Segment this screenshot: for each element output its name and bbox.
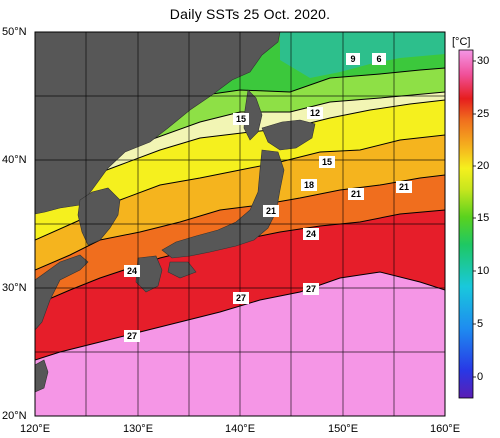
contour-label-18: 18: [301, 179, 317, 191]
contour-labels: 9 6 12 15 15 18 21 21 21 24 24 27 27 27: [124, 53, 412, 342]
lon-label-160e: 160°E: [429, 423, 461, 435]
contour-label-24: 24: [124, 265, 140, 277]
honshu: [161, 149, 285, 259]
colorbar-label-15: 15: [477, 212, 490, 224]
contour-label-21: 21: [263, 205, 279, 217]
contour-label-27: 27: [303, 283, 319, 295]
contour-label-27: 27: [233, 292, 249, 304]
colorbar-unit: [°C]: [452, 36, 471, 48]
contour-label-27: 27: [124, 330, 140, 342]
korean-peninsula: [77, 187, 121, 246]
colorbar-ticks: [473, 60, 476, 378]
svg-text:9: 9: [350, 54, 355, 64]
colorbar-label-0: 0: [477, 371, 484, 383]
colorbar-label-5: 5: [477, 318, 484, 330]
contour-label-15: 15: [319, 156, 335, 168]
contour-label-15: 15: [233, 113, 249, 125]
asian-mainland: [35, 32, 281, 215]
colorbar-label-25: 25: [477, 108, 490, 120]
china-coast: [35, 254, 89, 331]
map-title: Daily SSTs 25 Oct. 2020.: [169, 6, 331, 22]
sst-field: 9 6 12 15 15 18 21 21 21 24 24 27 27 27: [35, 32, 445, 416]
contour-label-6: 6: [372, 53, 386, 65]
contour-label-21: 21: [396, 181, 412, 193]
svg-text:24: 24: [306, 229, 316, 239]
svg-text:18: 18: [304, 180, 314, 190]
band-6: [280, 32, 445, 78]
taiwan: [35, 359, 49, 393]
colorbar-label-10: 10: [477, 265, 490, 277]
svg-text:21: 21: [399, 182, 409, 192]
svg-text:21: 21: [351, 189, 361, 199]
hokkaido: [261, 119, 316, 151]
kyushu: [135, 255, 163, 293]
lat-label-30n: 30°N: [2, 282, 27, 294]
svg-text:27: 27: [306, 284, 316, 294]
contour-label-12: 12: [307, 107, 323, 119]
svg-text:15: 15: [236, 114, 246, 124]
colorbar-label-20: 20: [477, 160, 490, 172]
svg-text:24: 24: [127, 266, 137, 276]
lon-label-140e: 140°E: [224, 423, 256, 435]
svg-text:21: 21: [266, 206, 276, 216]
contour-label-9: 9: [346, 53, 360, 65]
svg-text:15: 15: [322, 157, 332, 167]
svg-text:6: 6: [376, 54, 381, 64]
svg-text:12: 12: [310, 108, 320, 118]
lon-label-150e: 150°E: [327, 423, 359, 435]
graticule: [35, 32, 445, 416]
svg-text:27: 27: [127, 331, 137, 341]
lon-label-120e: 120°E: [19, 423, 51, 435]
lat-label-20n: 20°N: [2, 410, 27, 422]
lon-label-130e: 130°E: [122, 423, 154, 435]
lat-label-40n: 40°N: [2, 154, 27, 166]
colorbar: [458, 49, 474, 399]
svg-text:27: 27: [236, 293, 246, 303]
colorbar-label-30: 30: [477, 55, 490, 67]
map-frame: [34, 31, 446, 417]
lat-label-50n: 50°N: [2, 26, 27, 38]
contour-label-24: 24: [303, 228, 319, 240]
contour-label-21: 21: [348, 188, 364, 200]
